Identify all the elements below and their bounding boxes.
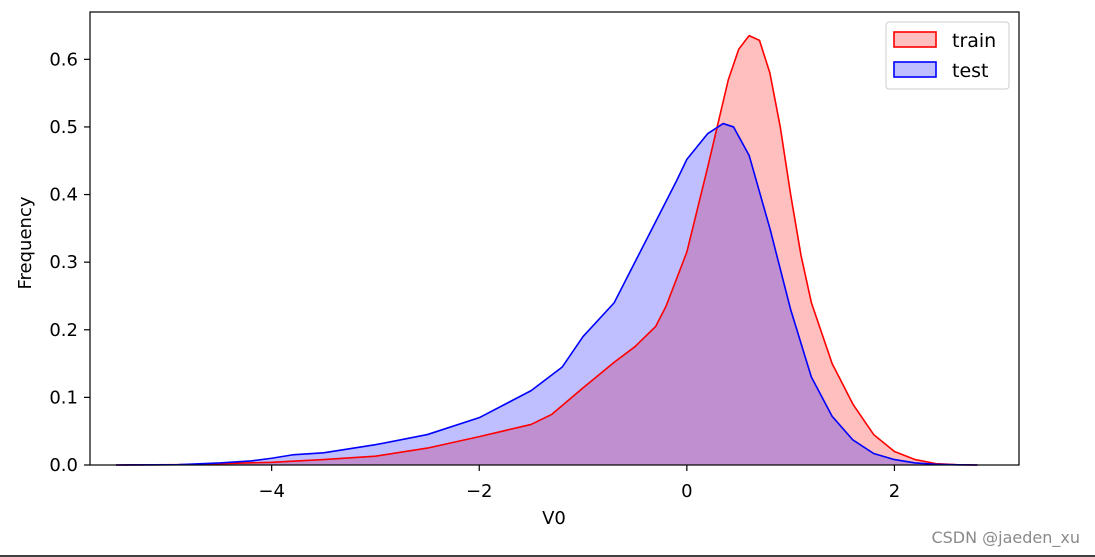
series-area-test [115,123,978,465]
y-axis-ticks: 0.0 0.1 0.2 0.3 0.4 0.5 0.6 [49,49,90,476]
legend-swatch-train [893,31,937,48]
x-tick-label: −2 [466,481,493,502]
series-line-test [115,122,978,466]
legend-swatch-test [893,61,937,78]
series-area-train [115,35,978,465]
x-axis-ticks: −4 −2 0 2 [258,465,900,502]
legend: train test [885,21,1010,90]
x-tick-label: −4 [258,481,285,502]
y-tick-label: 0.2 [49,320,78,341]
series-layer [115,34,978,466]
x-tick-label: 0 [681,481,692,502]
series-line-train [115,34,978,466]
y-tick-label: 0.1 [49,387,78,408]
y-tick-label: 0.6 [49,49,78,70]
legend-frame [885,21,1010,90]
y-tick-label: 0.4 [49,185,78,206]
x-tick-label: 2 [889,481,900,502]
plot-frame [89,11,1020,466]
legend-label-test: test [952,60,989,82]
legend-label-train: train [952,30,996,52]
y-tick-label: 0.3 [49,252,78,273]
y-axis-label: Frequency [15,196,36,289]
watermark-text: CSDN @jaeden_xu [931,528,1080,548]
y-tick-label: 0.5 [49,117,78,138]
x-axis-label: V0 [542,508,566,529]
y-tick-label: 0.0 [49,455,78,476]
